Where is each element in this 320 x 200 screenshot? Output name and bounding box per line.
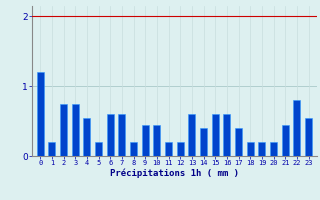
Bar bbox=[259, 142, 266, 156]
Bar bbox=[95, 142, 102, 156]
Bar bbox=[130, 142, 137, 156]
Bar bbox=[165, 142, 172, 156]
Bar bbox=[60, 104, 67, 156]
Bar bbox=[107, 114, 114, 156]
Bar bbox=[153, 125, 160, 156]
Bar bbox=[72, 104, 79, 156]
Bar bbox=[282, 125, 289, 156]
Bar bbox=[223, 114, 230, 156]
Bar bbox=[188, 114, 196, 156]
Bar bbox=[118, 114, 125, 156]
Bar bbox=[200, 128, 207, 156]
Bar bbox=[83, 118, 90, 156]
Bar bbox=[270, 142, 277, 156]
Bar bbox=[247, 142, 254, 156]
X-axis label: Précipitations 1h ( mm ): Précipitations 1h ( mm ) bbox=[110, 169, 239, 178]
Bar bbox=[177, 142, 184, 156]
Bar bbox=[293, 100, 300, 156]
Bar bbox=[142, 125, 149, 156]
Bar bbox=[37, 72, 44, 156]
Bar bbox=[212, 114, 219, 156]
Bar bbox=[48, 142, 55, 156]
Bar bbox=[305, 118, 312, 156]
Bar bbox=[235, 128, 242, 156]
